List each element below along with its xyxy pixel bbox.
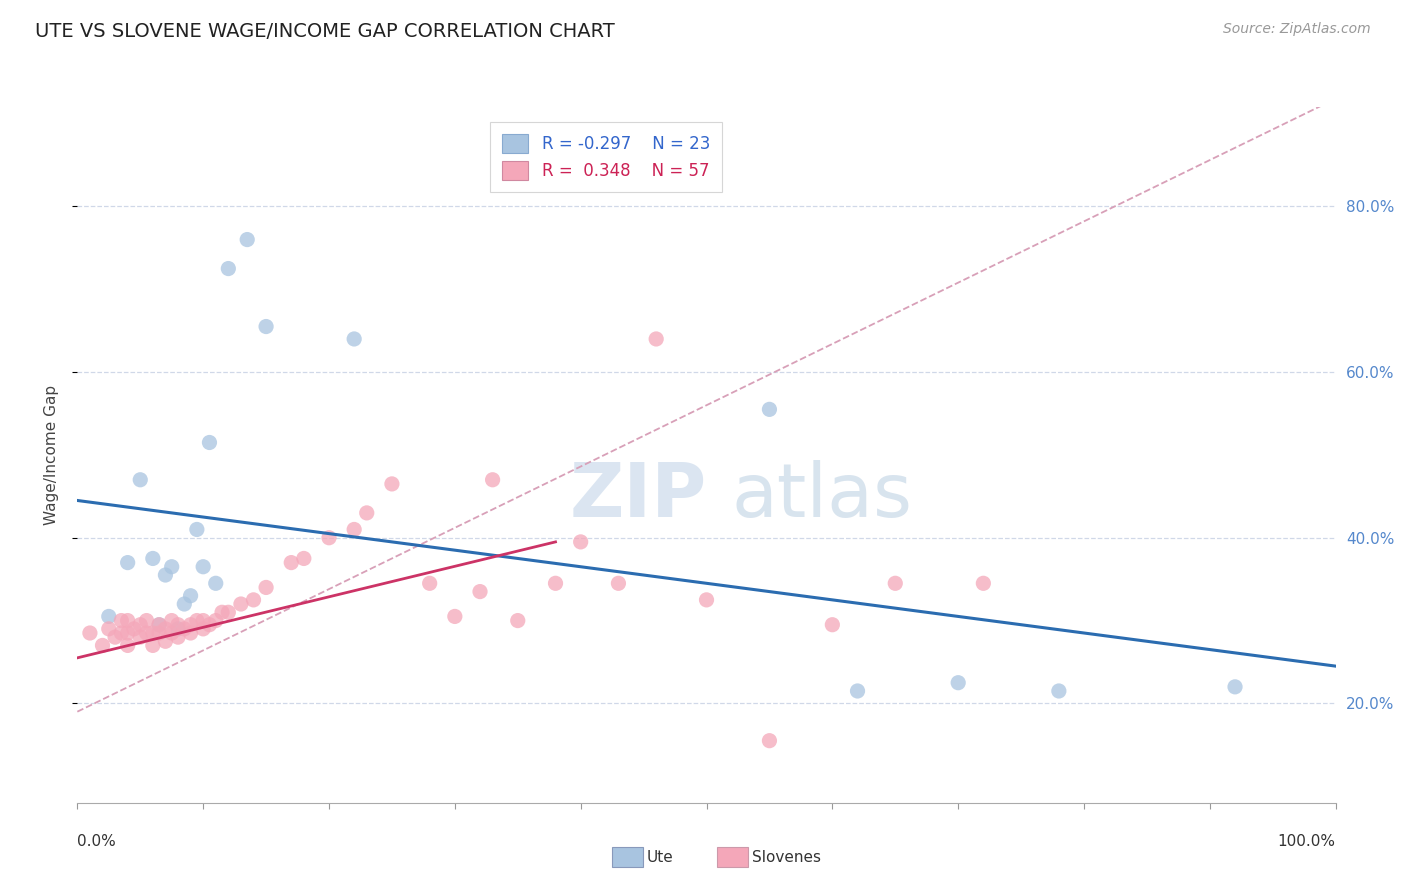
Point [180, 589, 202, 603]
Point [167, 630, 190, 644]
Point [217, 261, 239, 276]
Point [91, 639, 114, 653]
Point [254, 319, 277, 334]
Point [254, 581, 277, 595]
Point [821, 617, 844, 632]
Point [167, 617, 190, 632]
Point [1223, 680, 1246, 694]
Point [148, 626, 170, 640]
Point [280, 556, 302, 570]
Point [444, 609, 467, 624]
Point [173, 622, 195, 636]
Point [186, 523, 208, 537]
Point [419, 576, 441, 591]
Point [972, 576, 994, 591]
Point [167, 622, 190, 636]
Point [948, 675, 970, 690]
Point [142, 626, 165, 640]
Point [242, 592, 264, 607]
Point [758, 733, 780, 747]
Point [211, 605, 233, 619]
Point [343, 332, 366, 346]
Point [481, 473, 503, 487]
Text: Source: ZipAtlas.com: Source: ZipAtlas.com [1223, 22, 1371, 37]
Text: Slovenes: Slovenes [752, 850, 821, 864]
Point [129, 617, 152, 632]
Point [160, 614, 183, 628]
Point [381, 476, 404, 491]
Point [155, 634, 177, 648]
Point [186, 614, 208, 628]
Point [318, 531, 340, 545]
Point [122, 622, 145, 636]
Text: atlas: atlas [731, 460, 912, 533]
Point [155, 568, 177, 582]
Point [544, 576, 567, 591]
Point [117, 614, 139, 628]
Y-axis label: Wage/Income Gap: Wage/Income Gap [44, 384, 59, 525]
Point [97, 609, 120, 624]
Point [79, 626, 101, 640]
Point [110, 614, 132, 628]
Point [129, 473, 152, 487]
Point [217, 605, 239, 619]
Point [506, 614, 529, 628]
Point [846, 684, 869, 698]
Text: UTE VS SLOVENE WAGE/INCOME GAP CORRELATION CHART: UTE VS SLOVENE WAGE/INCOME GAP CORRELATI… [35, 22, 614, 41]
Point [569, 534, 592, 549]
Point [292, 551, 315, 566]
Point [180, 626, 202, 640]
Text: ZIP: ZIP [569, 460, 707, 533]
Text: 100.0%: 100.0% [1278, 834, 1336, 849]
Point [191, 614, 215, 628]
Point [758, 402, 780, 417]
Point [607, 576, 630, 591]
Point [204, 576, 226, 591]
Point [97, 622, 120, 636]
Point [180, 617, 202, 632]
Point [104, 630, 127, 644]
Point [696, 592, 718, 607]
Text: Ute: Ute [647, 850, 673, 864]
Point [148, 617, 170, 632]
Point [148, 617, 170, 632]
Point [191, 622, 215, 636]
Point [135, 626, 157, 640]
Point [155, 622, 177, 636]
Point [884, 576, 907, 591]
Point [173, 597, 195, 611]
Point [142, 639, 165, 653]
Point [117, 639, 139, 653]
Point [645, 332, 668, 346]
Text: 0.0%: 0.0% [77, 834, 117, 849]
Point [229, 597, 252, 611]
Point [110, 626, 132, 640]
Point [198, 435, 221, 450]
Point [1047, 684, 1070, 698]
Point [142, 551, 165, 566]
Point [160, 559, 183, 574]
Point [236, 233, 259, 247]
Point [160, 626, 183, 640]
Point [117, 626, 139, 640]
Point [129, 630, 152, 644]
Legend: R = -0.297    N = 23, R =  0.348    N = 57: R = -0.297 N = 23, R = 0.348 N = 57 [491, 122, 721, 192]
Point [198, 617, 221, 632]
Point [468, 584, 491, 599]
Point [117, 556, 139, 570]
Point [356, 506, 378, 520]
Point [135, 614, 157, 628]
Point [191, 559, 215, 574]
Point [343, 523, 366, 537]
Point [204, 614, 226, 628]
